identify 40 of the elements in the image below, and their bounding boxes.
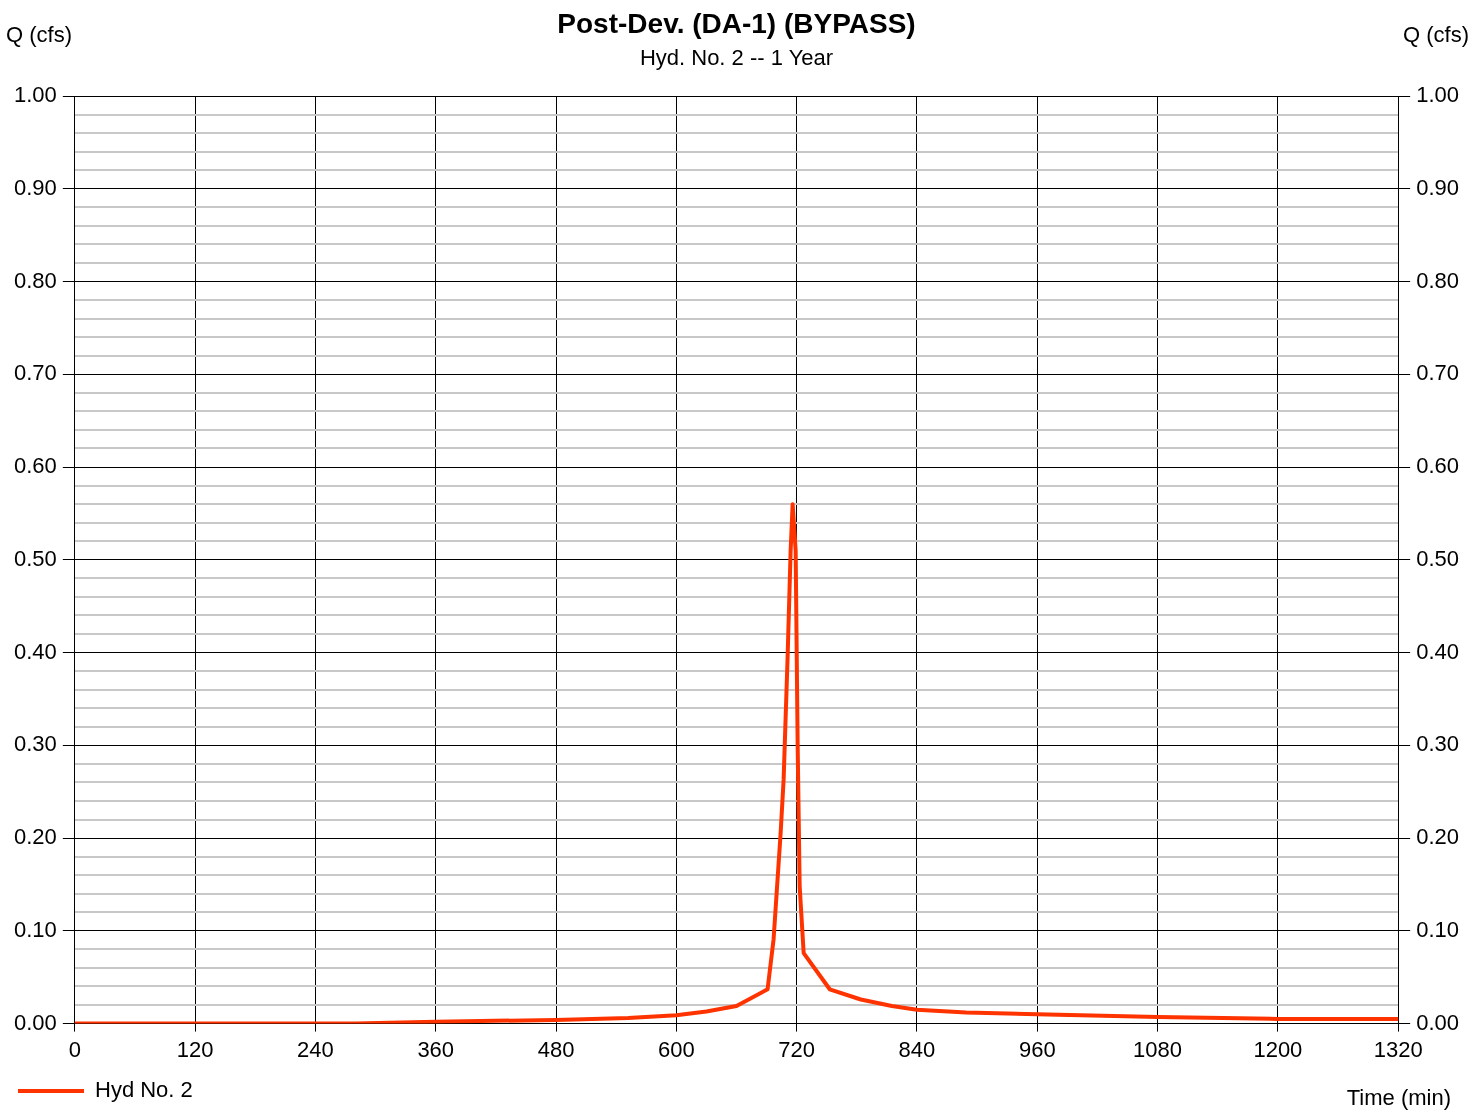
- x-tick-label: 720: [778, 1036, 816, 1062]
- x-tick-label: 480: [537, 1036, 575, 1062]
- y-tick-label: 0.30: [13, 731, 57, 757]
- y2-tick-label: 0.20: [1416, 824, 1460, 850]
- y2-axis-title: Q (cfs): [1403, 22, 1469, 48]
- x-tick-label: 1320: [1373, 1036, 1423, 1062]
- y-tick-label: 0.70: [13, 360, 57, 386]
- x-tick-label: 0: [68, 1036, 81, 1062]
- x-tick-label: 240: [297, 1036, 334, 1062]
- x-tick-label: 1200: [1253, 1036, 1303, 1062]
- y-tick-label: 0.90: [13, 174, 57, 200]
- y2-tick-label: 1.00: [1416, 82, 1460, 108]
- y-tick-label: 0.40: [13, 638, 57, 664]
- y2-tick-label: 0.50: [1416, 545, 1460, 571]
- x-tick-label: 840: [898, 1036, 936, 1062]
- chart-subtitle: Hyd. No. 2 -- 1 Year: [639, 44, 834, 70]
- y2-tick-label: 0.40: [1416, 638, 1460, 664]
- y-tick-label: 0.50: [13, 545, 57, 571]
- x-tick-label: 120: [176, 1036, 214, 1062]
- y-tick-label: 0.00: [13, 1009, 57, 1035]
- y2-tick-label: 0.30: [1416, 731, 1460, 757]
- y-tick-label: 0.10: [13, 916, 57, 942]
- y-tick-label: 0.80: [13, 267, 57, 293]
- y2-tick-label: 0.60: [1416, 453, 1460, 479]
- x-axis-title: Time (min): [1346, 1084, 1451, 1110]
- chart-title: Post-Dev. (DA-1) (BYPASS): [557, 7, 916, 39]
- y-tick-label: 0.60: [13, 453, 57, 479]
- x-tick-label: 600: [657, 1036, 695, 1062]
- y2-tick-label: 0.70: [1416, 360, 1460, 386]
- x-tick-label: 1080: [1133, 1036, 1183, 1062]
- y-axis-title: Q (cfs): [6, 22, 72, 48]
- y2-tick-label: 0.90: [1416, 174, 1460, 200]
- y2-tick-label: 0.80: [1416, 267, 1460, 293]
- y2-tick-label: 0.10: [1416, 916, 1460, 942]
- y-tick-label: 0.20: [13, 824, 57, 850]
- x-tick-label: 960: [1018, 1036, 1056, 1062]
- y-tick-label: 1.00: [13, 82, 57, 108]
- x-tick-label: 360: [417, 1036, 455, 1062]
- legend-label: Hyd No. 2: [95, 1077, 193, 1103]
- y2-tick-label: 0.00: [1416, 1009, 1460, 1035]
